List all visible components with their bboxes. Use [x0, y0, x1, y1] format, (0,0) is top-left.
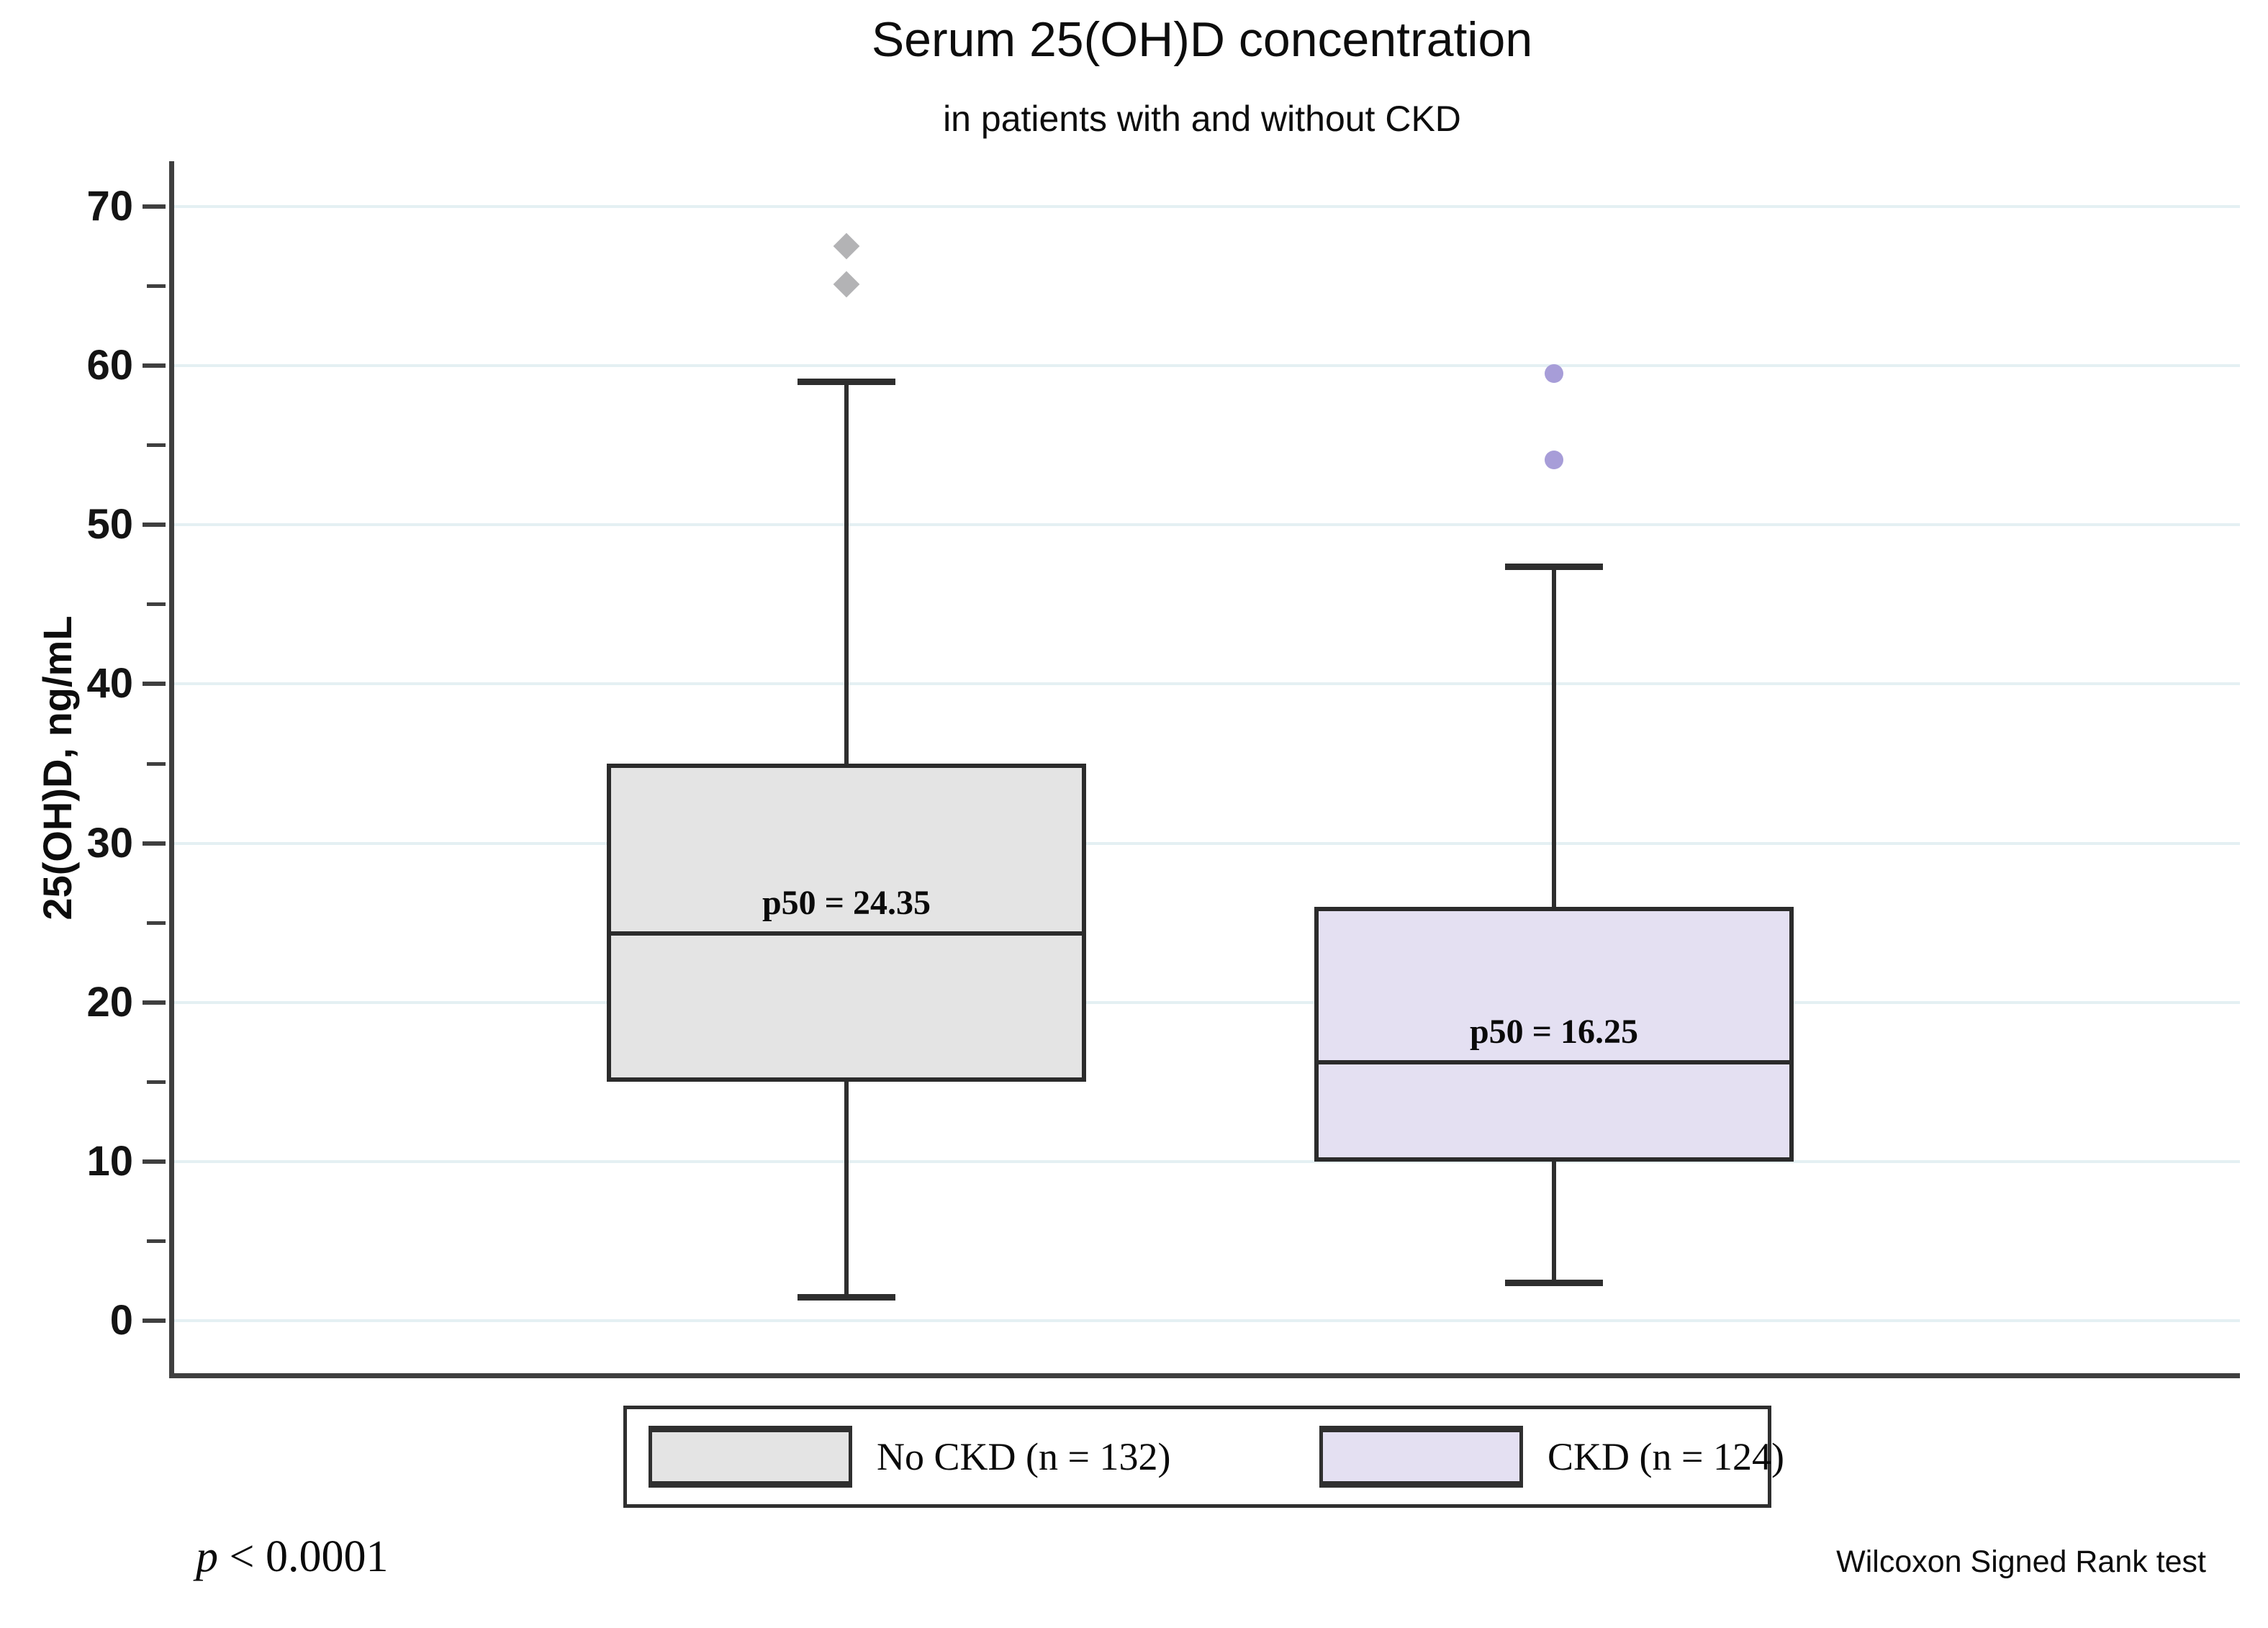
chart-subtitle: in patients with and without CKD: [943, 99, 1461, 139]
gridline: [174, 1159, 2240, 1163]
plot-area: 0 10 20 30 40 50 60 70 p50 = 24.35 p50 = 16.25: [86, 161, 2240, 1378]
lower-whisker-cap-no-ckd: [798, 1293, 895, 1301]
y-tick-minor: [147, 443, 166, 448]
lower-whisker-no-ckd: [844, 1082, 849, 1297]
y-tick-label: 70: [86, 183, 133, 230]
outlier-circle-ckd: [1545, 450, 1563, 469]
y-tick-major: [143, 1000, 166, 1005]
y-tick-label: 10: [86, 1137, 133, 1185]
upper-whisker-no-ckd: [844, 381, 849, 764]
gridline: [174, 1319, 2240, 1322]
lower-whisker-cap-ckd: [1505, 1279, 1603, 1286]
gridline: [174, 205, 2240, 208]
p-comparison: < 0.0001: [218, 1532, 389, 1581]
y-tick-major: [143, 682, 166, 687]
y-tick-minor: [147, 284, 166, 289]
y-tick-major: [143, 1159, 166, 1164]
outlier-diamond-no-ckd: [833, 232, 860, 260]
p-symbol: p: [196, 1532, 218, 1581]
outlier-diamond-no-ckd: [833, 271, 860, 298]
gridline: [174, 682, 2240, 686]
upper-whisker-cap-ckd: [1505, 563, 1603, 570]
iqr-box-no-ckd: [607, 764, 1086, 1082]
median-label-ckd: p50 = 16.25: [1469, 1012, 1639, 1051]
legend-entry-no-ckd: No CKD (n = 132): [649, 1409, 1170, 1504]
gridline: [174, 841, 2240, 845]
outlier-circle-ckd: [1545, 364, 1563, 384]
upper-whisker-cap-no-ckd: [798, 379, 895, 386]
statistical-test-note: Wilcoxon Signed Rank test: [1836, 1545, 2206, 1579]
y-tick-minor: [147, 921, 166, 925]
y-tick-major: [143, 363, 166, 368]
gridline: [174, 523, 2240, 527]
y-tick-minor: [147, 1080, 166, 1084]
y-tick-label: 50: [86, 501, 133, 548]
lower-whisker-ckd: [1552, 1161, 1556, 1283]
y-tick-minor: [147, 602, 166, 607]
y-tick-label: 60: [86, 342, 133, 389]
legend-swatch-no-ckd: [649, 1426, 852, 1488]
y-tick-label: 40: [86, 660, 133, 707]
legend: No CKD (n = 132) CKD (n = 124): [623, 1406, 1784, 1508]
median-line-ckd: [1314, 1059, 1794, 1064]
iqr-box-ckd: [1314, 907, 1794, 1162]
y-tick-minor: [147, 761, 166, 766]
gridline: [174, 1000, 2240, 1004]
legend-label-no-ckd: No CKD (n = 132): [877, 1435, 1171, 1478]
y-axis-label: 25(OH)D, ng/mL: [35, 615, 80, 921]
upper-whisker-ckd: [1552, 566, 1556, 908]
median-label-no-ckd: p50 = 24.35: [762, 883, 931, 922]
p-value-annotation: p < 0.0001: [196, 1532, 388, 1583]
y-tick-major: [143, 841, 166, 846]
chart-title: Serum 25(OH)D concentration: [871, 12, 1533, 67]
gridline: [174, 364, 2240, 368]
median-line-no-ckd: [607, 931, 1086, 936]
y-tick-major: [143, 523, 166, 528]
y-tick-major: [143, 204, 166, 209]
y-tick-label: 20: [86, 978, 133, 1026]
legend-entry-ckd: CKD (n = 124): [1319, 1409, 1784, 1504]
y-tick-label: 30: [86, 819, 133, 867]
y-tick-major: [143, 1319, 166, 1323]
y-tick-label: 0: [109, 1297, 133, 1344]
legend-label-ckd: CKD (n = 124): [1548, 1435, 1784, 1478]
y-tick-minor: [147, 1239, 166, 1243]
legend-swatch-ckd: [1319, 1426, 1523, 1488]
